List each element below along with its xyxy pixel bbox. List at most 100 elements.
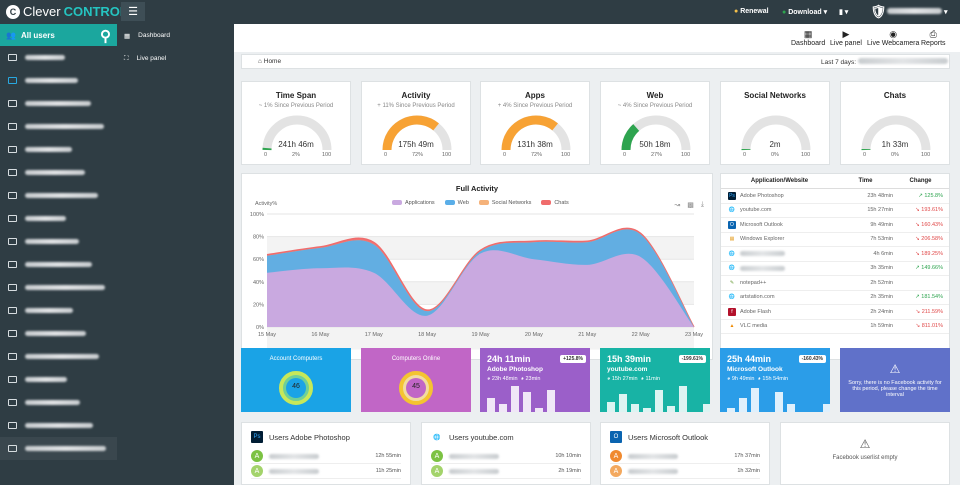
toolbar-reports-button[interactable]: ⎙ Reports <box>921 29 946 47</box>
breadcrumb-home[interactable]: Home <box>263 58 282 65</box>
sidebar-computer-item[interactable] <box>0 207 117 230</box>
user-list-row[interactable]: A 1h 32min <box>610 464 760 479</box>
toolbar-live-panel-button[interactable]: ▶ Live panel <box>830 29 862 47</box>
subnav-live-panel[interactable]: ⛶ Live panel <box>124 54 167 63</box>
gauge-max: 100 <box>801 152 811 158</box>
table-row[interactable]: 🌐 artstation.com 2h 35min ↗ 181.54% <box>721 291 949 305</box>
sidebar-computer-item[interactable] <box>0 414 117 437</box>
app-name: youtube.com <box>740 207 772 214</box>
user-list-row[interactable]: A 10h 10min <box>431 449 581 464</box>
bar-chart-icon[interactable]: ▩ <box>687 202 694 209</box>
usage-table: Application/Website Time Change Ps Adobe … <box>720 173 950 360</box>
monitor-icon <box>8 284 17 291</box>
table-row[interactable]: 🌐 3h 35min ↗ 149.66% <box>721 262 949 276</box>
date-range[interactable]: Last 7 days: <box>821 57 948 66</box>
app-logo[interactable]: C Clever CONTROL <box>6 4 128 19</box>
outlook-tile[interactable]: 25h 44min Microsoft Outlook ◕ 9h 49min ◕ … <box>720 348 830 412</box>
subnav-dashboard[interactable]: ▦ Dashboard <box>124 32 170 40</box>
sidebar: 👥 All users ⚲ <box>0 24 117 485</box>
table-row[interactable]: 🌐 4h 6min ↘ 189.25% <box>721 247 949 262</box>
download-icon[interactable]: ⤓ <box>700 201 704 208</box>
dashboard-icon: ▦ <box>124 32 131 40</box>
sidebar-computer-item[interactable] <box>0 230 117 253</box>
trend-up-icon: ↗ <box>915 265 922 272</box>
gauge-subtitle: + 4% Since Previous Period <box>497 103 573 109</box>
language-flag-icon[interactable]: ▮ ▾ <box>839 9 849 16</box>
table-row[interactable]: 🌐 youtube.com 15h 27min ↘ 193.61% <box>721 204 949 218</box>
account-computers-tile[interactable]: Account Computers 46 <box>241 348 351 412</box>
table-row[interactable]: O Microsoft Outlook 9h 49min ↘ 160.43% <box>721 218 949 233</box>
camera-icon: ◉ <box>889 29 898 39</box>
sidebar-computer-item[interactable] <box>0 391 117 414</box>
computer-name-hidden <box>25 354 99 359</box>
legend-item[interactable]: Chats <box>541 200 569 206</box>
gauge-value: 241h 46m <box>278 140 314 149</box>
gauge-max: 100 <box>921 152 931 158</box>
computer-name-hidden <box>25 101 91 106</box>
sidebar-computer-item[interactable] <box>0 299 117 322</box>
download-menu[interactable]: ● Download ▾ <box>782 9 828 16</box>
gauge-subtitle: ~ 4% Since Previous Period <box>617 103 693 109</box>
computers-online-donut <box>399 371 433 405</box>
table-row[interactable]: Ps Adobe Photoshop 23h 48min ↗ 125.8% <box>721 189 949 204</box>
change-cell: ↘ 811.01% <box>915 323 943 330</box>
user-menu[interactable]: ▾ <box>887 8 947 16</box>
series-area-applications[interactable] <box>267 250 694 327</box>
youtube-tile[interactable]: 15h 39min youtube.com ◕ 15h 27min ◕ 11min… <box>600 348 710 412</box>
user-list-row[interactable]: A 11h 25min <box>251 464 401 479</box>
hamburger-icon[interactable]: ☰ <box>121 2 145 21</box>
sidebar-computer-item[interactable] <box>0 184 117 207</box>
sidebar-computer-item[interactable] <box>0 138 117 161</box>
user-list-row[interactable]: A 2h 19min <box>431 464 581 479</box>
all-users-tab[interactable]: 👥 All users ⚲ <box>0 24 117 46</box>
user-list-title: Users Microsoft Outlook <box>628 432 709 442</box>
avatar: A <box>610 450 622 462</box>
toolbar-live-webcamera-button[interactable]: ◉ Live Webcamera <box>867 29 920 47</box>
sidebar-computer-item[interactable] <box>0 368 117 391</box>
sidebar-computer-item[interactable] <box>0 69 117 92</box>
gauge-min: 0 <box>863 152 867 158</box>
search-icon[interactable]: ⚲ <box>100 28 111 45</box>
sidebar-computer-item[interactable] <box>0 345 117 368</box>
avatar: A <box>610 465 622 477</box>
table-row[interactable]: ▲ VLC media 1h 59min ↘ 811.01% <box>721 320 949 334</box>
warning-icon: ⚠ <box>889 362 901 376</box>
gauge-title: Chats <box>883 91 907 100</box>
view-toolbar: ▦ Dashboard ▶ Live panel ◉ Live Webcamera ⎙… <box>234 24 960 52</box>
gauge-min: 0 <box>384 152 388 158</box>
table-row[interactable]: ▦ Windows Explorer 7h 53min ↘ 206.58% <box>721 233 949 247</box>
user-list-row[interactable]: A 17h 37min <box>610 449 760 464</box>
sidebar-computer-item[interactable] <box>0 46 117 69</box>
sidebar-computer-item[interactable] <box>0 161 117 184</box>
renewal-link[interactable]: ● Renewal <box>734 8 769 15</box>
x-tick-label: 18 May <box>418 332 436 338</box>
sidebar-computer-item[interactable] <box>0 253 117 276</box>
legend-item[interactable]: Social Networks <box>478 200 531 206</box>
sidebar-computer-item[interactable] <box>0 115 117 138</box>
photoshop-icon: Ps <box>251 431 263 443</box>
sidebar-computer-item[interactable] <box>0 437 117 460</box>
photoshop-tile[interactable]: 24h 11min Adobe Photoshop ◕ 23h 48min ◕ 2… <box>480 348 590 412</box>
line-chart-icon[interactable]: ↝ <box>674 202 681 209</box>
gauge-arc <box>501 115 571 151</box>
table-row[interactable]: f Adobe Flash 2h 24min ↘ 211.59% <box>721 305 949 320</box>
monitor-icon <box>8 100 17 107</box>
table-row[interactable]: ✎ notepad++ 2h 52min <box>721 276 949 291</box>
toolbar-dashboard-button[interactable]: ▦ Dashboard <box>791 29 826 47</box>
monitor-icon <box>8 353 17 360</box>
sidebar-computer-item[interactable] <box>0 276 117 299</box>
notepad-icon: ✎ <box>728 278 736 287</box>
sidebar-computer-item[interactable] <box>0 92 117 115</box>
legend-item[interactable]: Applications <box>392 200 435 206</box>
y-tick-label: 60% <box>253 257 264 263</box>
user-name-hidden <box>269 468 319 474</box>
facebook-tile: ⚠ Sorry, there is no Facebook activity f… <box>840 348 950 412</box>
gauge-value: 131h 38m <box>517 140 553 149</box>
monitor-icon <box>8 54 17 61</box>
usage-time: 10h 10min <box>555 453 581 459</box>
sidebar-computer-item[interactable] <box>0 322 117 345</box>
user-list-row[interactable]: A 12h 55min <box>251 449 401 464</box>
change-cell: ↘ 206.58% <box>915 236 943 243</box>
computers-online-tile[interactable]: Computers Online 45 <box>361 348 471 412</box>
legend-item[interactable]: Web <box>444 200 469 206</box>
